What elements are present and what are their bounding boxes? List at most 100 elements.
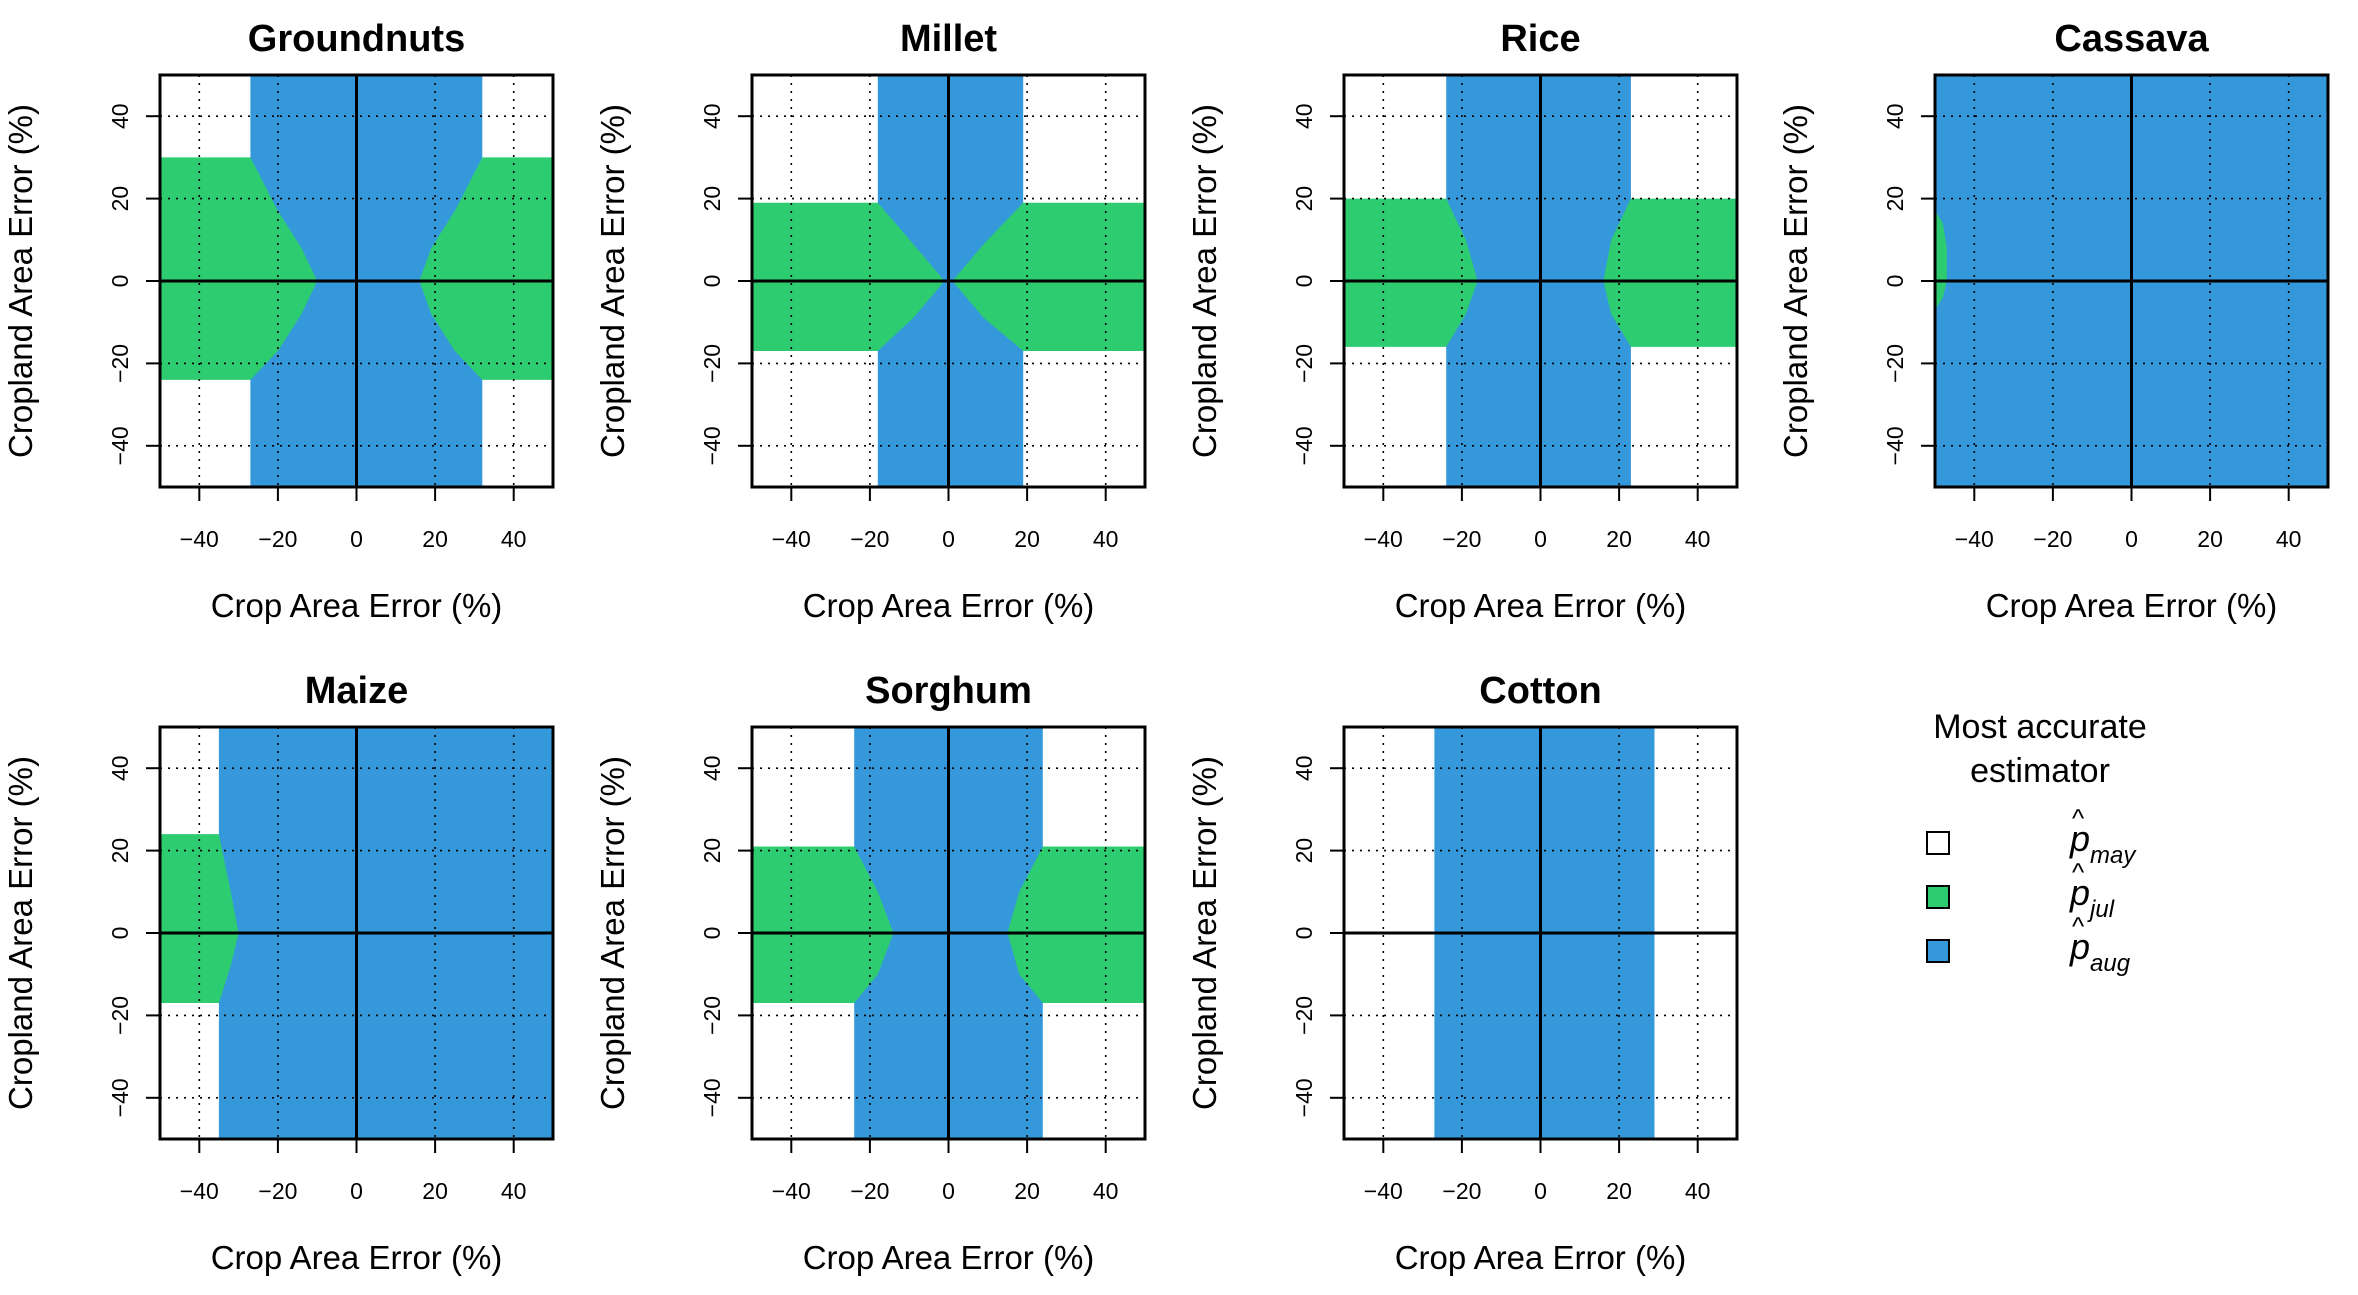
panel-title: Sorghum (865, 670, 1032, 712)
y-tick-label: −20 (107, 996, 133, 1035)
legend-swatch-aug (1926, 939, 1950, 963)
panel-groundnuts: −40 −20 0 20 40 −40 −20 0 20 40 Groundnuts Crop Are… (2, 18, 555, 624)
y-tick-label: 20 (107, 838, 133, 864)
y-axis-label: Cropland Area Error (%) (1186, 104, 1223, 458)
y-tick-label: −20 (1882, 344, 1908, 383)
y-tick-label: 40 (1291, 755, 1317, 781)
legend: Most accurate estimator pmay pjul paug (1890, 705, 2190, 981)
y-tick-label: 0 (699, 275, 725, 288)
legend-item-jul: pjul (1890, 873, 2190, 927)
y-tick-label: 40 (699, 103, 725, 129)
panel-cassava: −40 −20 0 20 40 −40 −20 0 20 40 Cassava Crop Area E… (1777, 18, 2330, 624)
region-jul-1 (160, 834, 239, 1003)
y-tick-label: 0 (1882, 275, 1908, 288)
x-tick-label: 40 (1093, 526, 1119, 552)
panel-sorghum: −40 −20 0 20 40 −40 −20 0 20 40 Sorghum Crop Area E… (594, 670, 1147, 1276)
x-axis-label: Crop Area Error (%) (803, 1239, 1095, 1276)
panel-title: Millet (900, 18, 997, 60)
y-tick-label: 20 (1291, 838, 1317, 864)
x-tick-label: −40 (1364, 526, 1403, 552)
y-tick-label: 0 (699, 927, 725, 940)
y-axis-label: Cropland Area Error (%) (1777, 104, 1814, 458)
y-tick-label: 20 (699, 838, 725, 864)
y-tick-label: −40 (107, 1078, 133, 1117)
y-tick-label: −20 (107, 344, 133, 383)
y-tick-label: −20 (699, 996, 725, 1035)
x-tick-label: 20 (2197, 526, 2223, 552)
y-axis-label: Cropland Area Error (%) (594, 756, 631, 1110)
region-jul-2 (1007, 846, 1145, 1003)
y-tick-label: 20 (107, 186, 133, 212)
panel-title: Cassava (2054, 18, 2209, 60)
x-tick-label: −20 (2033, 526, 2072, 552)
x-tick-label: −20 (258, 526, 297, 552)
x-axis-label: Crop Area Error (%) (211, 587, 503, 624)
y-tick-label: 40 (699, 755, 725, 781)
x-tick-label: −20 (850, 1178, 889, 1204)
x-tick-label: −40 (180, 1178, 219, 1204)
legend-label-aug: paug (2070, 927, 2130, 984)
x-axis-label: Crop Area Error (%) (803, 587, 1095, 624)
y-axis-label: Cropland Area Error (%) (2, 104, 39, 458)
panel-cotton: −40 −20 0 20 40 −40 −20 0 20 40 Cotton Crop Area Er… (1186, 670, 1739, 1276)
x-tick-label: 0 (942, 1178, 955, 1204)
panel-millet: −40 −20 0 20 40 −40 −20 0 20 40 Millet Crop Area Er… (594, 18, 1147, 624)
region-jul-1 (752, 846, 894, 1003)
legend-item-may: pmay (1890, 819, 2190, 873)
x-tick-label: −20 (1442, 1178, 1481, 1204)
legend-label-jul: pjul (2070, 873, 2114, 930)
y-tick-label: 40 (1291, 103, 1317, 129)
y-tick-label: 40 (107, 755, 133, 781)
x-tick-label: −20 (850, 526, 889, 552)
legend-title-line1: Most accurate (1933, 708, 2147, 746)
y-tick-label: 20 (699, 186, 725, 212)
y-tick-label: −20 (699, 344, 725, 383)
y-tick-label: −40 (699, 1078, 725, 1117)
x-axis-label: Crop Area Error (%) (211, 1239, 503, 1276)
y-tick-label: −40 (107, 426, 133, 465)
y-axis-label: Cropland Area Error (%) (1186, 756, 1223, 1110)
x-tick-label: 40 (501, 526, 527, 552)
panel-rice: −40 −20 0 20 40 −40 −20 0 20 40 Rice Crop Area Erro… (1186, 18, 1739, 624)
panel-title: Cotton (1479, 670, 1601, 712)
y-axis-label: Cropland Area Error (%) (2, 756, 39, 1110)
y-tick-label: 0 (1291, 927, 1317, 940)
region-jul-2 (1603, 198, 1737, 347)
x-tick-label: 0 (1534, 526, 1547, 552)
y-tick-label: −20 (1291, 344, 1317, 383)
y-tick-label: 20 (1882, 186, 1908, 212)
x-tick-label: 40 (501, 1178, 527, 1204)
legend-title-line2: estimator (1970, 752, 2110, 790)
legend-item-aug: paug (1890, 927, 2190, 981)
y-tick-label: 40 (107, 103, 133, 129)
x-tick-label: −40 (1955, 526, 1994, 552)
x-tick-label: 0 (350, 1178, 363, 1204)
legend-swatch-may (1926, 831, 1950, 855)
legend-swatch-jul (1926, 885, 1950, 909)
x-tick-label: 0 (1534, 1178, 1547, 1204)
x-tick-label: 0 (350, 526, 363, 552)
y-tick-label: 0 (107, 275, 133, 288)
region-jul-2 (952, 202, 1145, 351)
y-tick-label: 0 (107, 927, 133, 940)
x-tick-label: −40 (772, 526, 811, 552)
legend-items: pmay pjul paug (1890, 819, 2190, 981)
x-tick-label: −40 (772, 1178, 811, 1204)
region-jul-2 (419, 157, 553, 380)
x-tick-label: 20 (1014, 1178, 1040, 1204)
x-tick-label: 0 (942, 526, 955, 552)
x-tick-label: 40 (1093, 1178, 1119, 1204)
x-tick-label: 20 (1014, 526, 1040, 552)
panel-title: Groundnuts (248, 18, 465, 60)
x-tick-label: 40 (1685, 1178, 1711, 1204)
x-tick-label: −40 (1364, 1178, 1403, 1204)
x-tick-label: 20 (1606, 526, 1632, 552)
y-tick-label: −20 (1291, 996, 1317, 1035)
x-tick-label: 40 (1685, 526, 1711, 552)
x-tick-label: −20 (258, 1178, 297, 1204)
y-tick-label: 20 (1291, 186, 1317, 212)
x-tick-label: −40 (180, 526, 219, 552)
region-jul-1 (1344, 198, 1478, 347)
y-tick-label: −40 (1882, 426, 1908, 465)
